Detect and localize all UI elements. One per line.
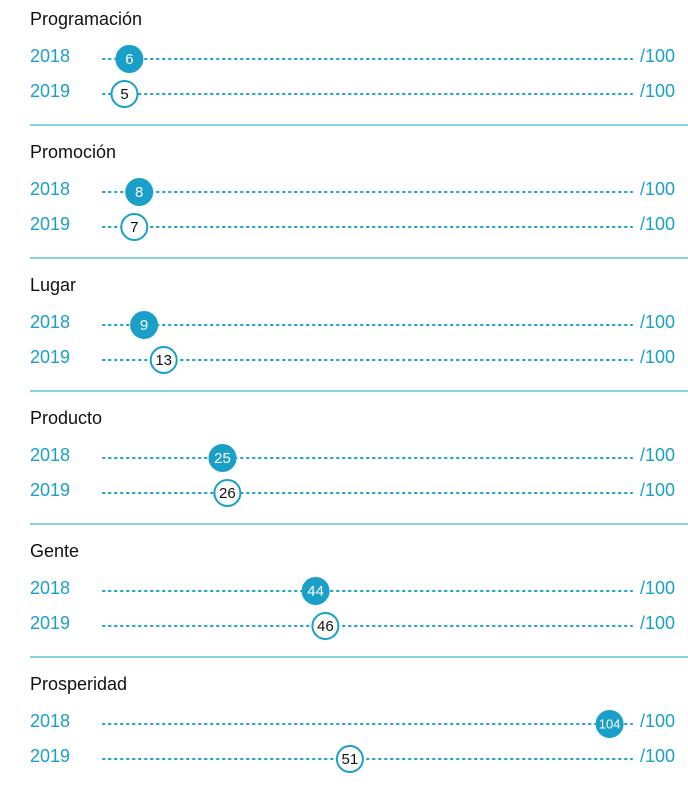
score-marker [335, 745, 364, 773]
score-marker [130, 311, 159, 339]
score-label: 26 [219, 485, 236, 502]
group-title: Promoción [30, 142, 116, 162]
group-title: Lugar [30, 275, 76, 295]
max-label: /100 [640, 613, 675, 633]
score-marker [110, 80, 139, 108]
max-label: /100 [640, 445, 675, 465]
max-label: /100 [640, 578, 675, 598]
score-label: 51 [342, 751, 359, 768]
score-marker [149, 346, 178, 374]
max-label: /100 [640, 480, 675, 500]
year-label: 2019 [30, 347, 70, 367]
score-marker [213, 479, 242, 507]
score-label: 13 [155, 352, 172, 369]
score-marker [595, 710, 624, 738]
year-label: 2018 [30, 312, 70, 332]
score-marker [311, 612, 340, 640]
score-marker [120, 213, 149, 241]
score-marker [301, 577, 330, 605]
year-label: 2019 [30, 746, 70, 766]
year-label: 2019 [30, 214, 70, 234]
year-label: 2018 [30, 578, 70, 598]
year-label: 2018 [30, 445, 70, 465]
max-label: /100 [640, 746, 675, 766]
year-label: 2019 [30, 480, 70, 500]
score-label: 44 [307, 583, 324, 600]
score-label: 7 [130, 219, 138, 236]
score-marker [125, 178, 154, 206]
year-label: 2019 [30, 81, 70, 101]
group-title: Producto [30, 408, 102, 428]
max-label: /100 [640, 46, 675, 66]
year-label: 2018 [30, 711, 70, 731]
max-label: /100 [640, 179, 675, 199]
score-label: 46 [317, 618, 334, 635]
year-label: 2018 [30, 46, 70, 66]
max-label: /100 [640, 312, 675, 332]
max-label: /100 [640, 214, 675, 234]
score-label: 6 [125, 51, 133, 68]
year-label: 2018 [30, 179, 70, 199]
score-label: 9 [140, 317, 148, 334]
group-title: Gente [30, 541, 79, 561]
score-marker [208, 444, 237, 472]
score-label: 8 [135, 184, 143, 201]
score-label: 5 [120, 86, 128, 103]
group-title: Prosperidad [30, 674, 127, 694]
score-marker [115, 45, 144, 73]
max-label: /100 [640, 711, 675, 731]
group-title: Programación [30, 9, 142, 29]
max-label: /100 [640, 347, 675, 367]
score-label: 25 [214, 450, 231, 467]
year-label: 2019 [30, 613, 70, 633]
max-label: /100 [640, 81, 675, 101]
score-label: 104 [599, 716, 621, 731]
